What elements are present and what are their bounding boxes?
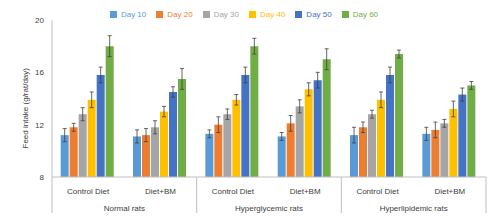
html-text:Day 30: Day 30 [213,10,239,19]
svg-text:Normal rats: Normal rats [104,204,145,213]
html-text:Day 60: Day 60 [352,10,379,19]
html-text:Day 20: Day 20 [167,10,193,19]
svg-text:Hyperlipidemic rats: Hyperlipidemic rats [380,204,448,213]
svg-text:Control Diet: Control Diet [356,187,399,196]
svg-text:Feed intake (g/rat/day): Feed intake (g/rat/day) [21,68,30,149]
html-text:Day 10: Day 10 [120,10,147,19]
svg-text:12: 12 [35,121,44,130]
svg-text:20: 20 [35,16,44,25]
html-text:Day 40: Day 40 [260,10,286,19]
svg-text:Diet+BM: Diet+BM [434,187,465,196]
svg-text:Hyperglycemic rats: Hyperglycemic rats [235,204,303,213]
svg-text:16: 16 [35,68,44,77]
html-text:Day 50: Day 50 [306,10,332,19]
svg-text:8: 8 [40,173,45,182]
svg-text:Diet+BM: Diet+BM [145,187,176,196]
svg-text:Control Diet: Control Diet [67,187,110,196]
svg-text:Control Diet: Control Diet [212,187,255,196]
svg-text:Diet+BM: Diet+BM [290,187,321,196]
